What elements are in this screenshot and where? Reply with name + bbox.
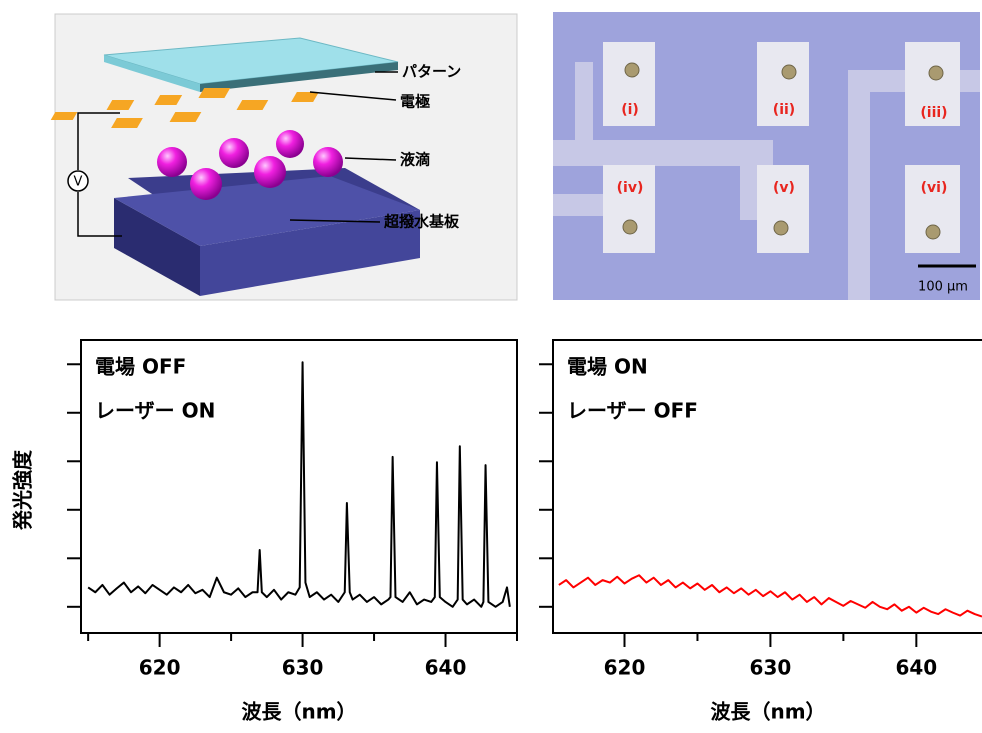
voltage-label: V xyxy=(74,175,83,190)
annotation: 電場 OFF xyxy=(95,355,186,379)
x-tick-label: 630 xyxy=(750,656,792,680)
x-axis-label: 波長（nm） xyxy=(710,700,825,724)
x-tick-label: 630 xyxy=(282,656,324,680)
axes-frame xyxy=(553,340,982,633)
x-tick-label: 620 xyxy=(139,656,181,680)
pattern-label: パターン xyxy=(402,63,461,81)
spot-label: (iv) xyxy=(617,180,644,196)
schematic: V パターン 電極 液滴 超撥水基板 xyxy=(51,14,517,300)
spot-label: (iii) xyxy=(920,105,947,121)
micrograph: (i) (ii) (iii) (iv) (v) (vi) 100 μm xyxy=(553,12,980,300)
x-tick-label: 640 xyxy=(895,656,937,680)
spot-label: (ii) xyxy=(773,102,795,118)
spot-label: (vi) xyxy=(921,180,948,196)
scale-bar-label: 100 μm xyxy=(918,280,968,295)
x-tick-label: 640 xyxy=(425,656,467,680)
x-axis-label: 波長（nm） xyxy=(241,700,356,724)
electrode-label: 電極 xyxy=(400,93,431,111)
spot-label: (v) xyxy=(773,180,795,196)
droplet-label: 液滴 xyxy=(400,151,430,169)
substrate-label: 超撥水基板 xyxy=(383,213,460,231)
figure: V パターン 電極 液滴 超撥水基板 (i) (ii) (iii) (iv) (… xyxy=(0,0,982,729)
y-axis-label: 発光強度 xyxy=(11,449,35,531)
annotation: レーザー ON xyxy=(95,399,215,423)
spectrum-line xyxy=(559,575,982,616)
annotation: 電場 ON xyxy=(567,355,648,379)
spot-label: (i) xyxy=(621,102,639,118)
annotation: レーザー OFF xyxy=(567,399,698,423)
x-tick-label: 620 xyxy=(604,656,646,680)
